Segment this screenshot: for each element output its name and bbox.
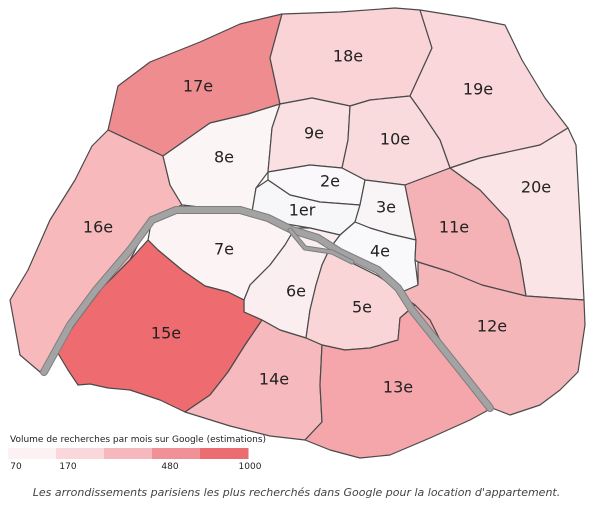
label-1er: 1er (289, 201, 316, 220)
label-16e: 16e (83, 218, 113, 237)
district-8e[interactable] (162, 103, 281, 213)
legend-swatch (200, 448, 249, 459)
label-9e: 9e (304, 124, 324, 143)
paris-arrondissements-map: 17e 18e 19e 20e 16e 8e 9e 10e 2e 1er 3e … (8, 7, 586, 472)
seine-river (40, 206, 494, 412)
label-5e: 5e (352, 298, 372, 317)
label-2e: 2e (320, 172, 340, 191)
legend-swatch (8, 448, 57, 459)
legend: Volume de recherches par mois sur Google… (8, 435, 266, 472)
label-14e: 14e (259, 370, 289, 389)
legend-swatch (104, 448, 153, 459)
label-11e: 11e (439, 218, 469, 237)
label-18e: 18e (333, 47, 363, 66)
legend-color-scale (8, 448, 249, 459)
label-6e: 6e (286, 282, 306, 301)
label-3e: 3e (376, 198, 396, 217)
label-20e: 20e (521, 178, 551, 197)
label-8e: 8e (214, 148, 234, 167)
district-14e[interactable] (184, 319, 323, 441)
label-10e: 10e (380, 130, 410, 149)
label-7e: 7e (214, 240, 234, 259)
label-13e: 13e (383, 378, 413, 397)
label-4e: 4e (370, 242, 390, 261)
label-15e: 15e (151, 324, 181, 343)
legend-tick-70: 70 (10, 462, 22, 472)
legend-tick-480: 480 (161, 462, 178, 472)
district-labels: 17e 18e 19e 20e 16e 8e 9e 10e 2e 1er 3e … (83, 47, 551, 397)
legend-tick-170: 170 (59, 462, 76, 472)
districts-layer (9, 7, 586, 459)
legend-tick-1000: 1000 (239, 462, 262, 472)
label-17e: 17e (183, 77, 213, 96)
label-12e: 12e (477, 317, 507, 336)
legend-swatch (56, 448, 105, 459)
map-caption: Les arrondissements parisiens les plus r… (32, 486, 561, 499)
legend-title: Volume de recherches par mois sur Google… (10, 435, 266, 445)
label-19e: 19e (463, 80, 493, 99)
legend-swatch (152, 448, 201, 459)
